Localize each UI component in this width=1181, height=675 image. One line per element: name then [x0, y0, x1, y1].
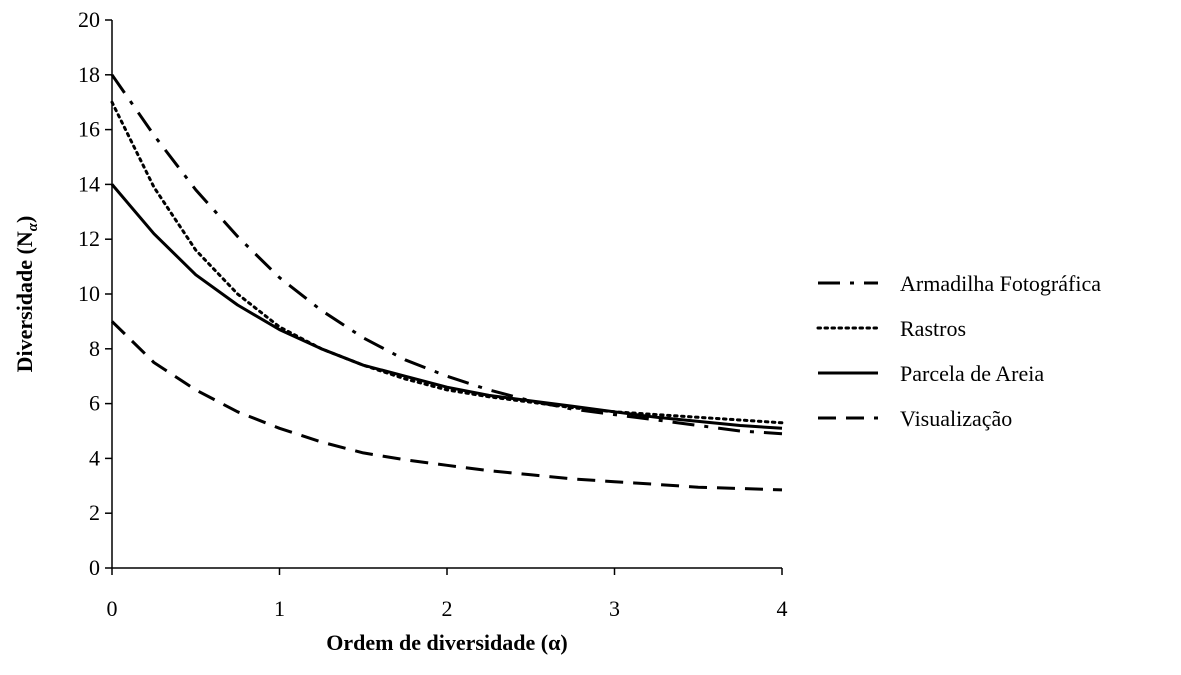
- y-tick-label: 20: [78, 7, 100, 32]
- legend-label-2: Rastros: [900, 316, 966, 341]
- x-tick-label: 2: [442, 596, 453, 621]
- y-axis-title: Diversidade (Nα): [12, 216, 41, 373]
- series-line-1: [110, 73, 783, 436]
- y-tick-label: 16: [78, 117, 100, 142]
- x-ticks: 0 1 2 3 4: [107, 568, 788, 621]
- legend-label-3: Parcela de Areia: [900, 361, 1044, 386]
- y-tick-label: 14: [78, 171, 100, 196]
- y-axis-title-close: ): [12, 216, 37, 223]
- y-tick-label: 12: [78, 226, 100, 251]
- x-tick-label: 3: [609, 596, 620, 621]
- x-tick-label: 4: [777, 596, 788, 621]
- y-tick-label: 10: [78, 281, 100, 306]
- x-axis-title: Ordem de diversidade (α): [326, 630, 567, 655]
- series-line-3: [110, 183, 783, 430]
- y-tick-label: 18: [78, 62, 100, 87]
- y-tick-label: 4: [89, 445, 100, 470]
- y-axis-title-subscript: α: [25, 222, 41, 231]
- legend-label-1: Armadilha Fotográfica: [900, 271, 1101, 296]
- y-tick-label: 0: [89, 555, 100, 580]
- series-line-2: [110, 100, 784, 425]
- x-tick-label: 0: [107, 596, 118, 621]
- legend-label-4: Visualização: [900, 406, 1012, 431]
- series-line-4: [110, 320, 783, 492]
- y-tick-label: 2: [89, 500, 100, 525]
- y-ticks: 0 2 4 6 8 10 12 14 16 18 20: [78, 7, 112, 580]
- x-tick-label: 1: [274, 596, 285, 621]
- y-axis-title-main: Diversidade (N: [12, 231, 37, 372]
- y-tick-label: 6: [89, 391, 100, 416]
- series-lines: [110, 73, 784, 492]
- y-tick-label: 8: [89, 336, 100, 361]
- legend: Armadilha Fotográfica Rastros Parcela de A…: [816, 271, 1101, 431]
